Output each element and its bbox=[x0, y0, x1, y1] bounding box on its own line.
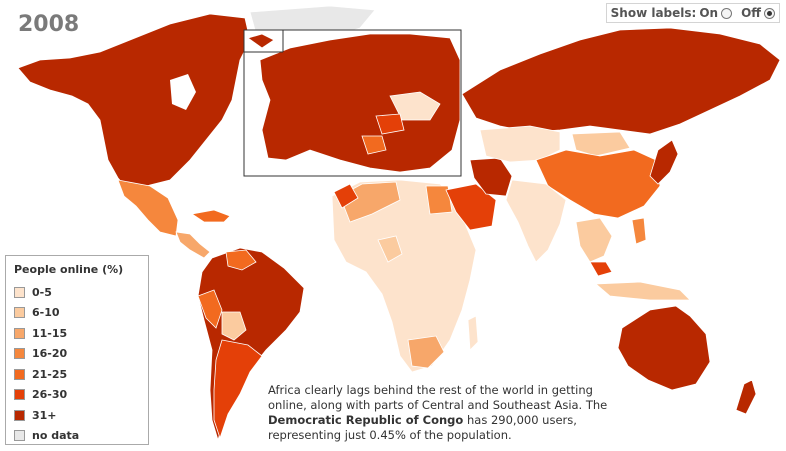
labels-off-radio[interactable] bbox=[764, 7, 775, 19]
legend-item: 21-25 bbox=[14, 364, 140, 385]
legend-title: People online (%) bbox=[14, 263, 124, 276]
region-indonesia[interactable] bbox=[594, 281, 691, 301]
region-southeast-asia[interactable] bbox=[575, 217, 613, 263]
legend-swatch bbox=[14, 307, 25, 319]
region-nigeria[interactable] bbox=[377, 235, 403, 263]
legend-label: 31+ bbox=[32, 408, 57, 422]
region-romania[interactable] bbox=[375, 113, 405, 135]
region-australia[interactable] bbox=[617, 305, 711, 391]
region-new-zealand[interactable] bbox=[735, 379, 757, 415]
legend: People online (%) 0-5 6-10 11-15 16-20 21-25… bbox=[5, 255, 149, 445]
labels-off-label: Off bbox=[741, 6, 761, 20]
region-morocco[interactable] bbox=[333, 183, 359, 209]
caption: Africa clearly lags behind the rest of t… bbox=[268, 383, 634, 443]
legend-item: 31+ bbox=[14, 405, 140, 426]
region-bolivia[interactable] bbox=[221, 311, 247, 341]
legend-item: 16-20 bbox=[14, 344, 140, 365]
legend-swatch bbox=[14, 389, 25, 401]
legend-item: 26-30 bbox=[14, 385, 140, 406]
region-philippines[interactable] bbox=[631, 217, 647, 245]
show-labels-toggle: Show labels: On Off bbox=[605, 3, 780, 23]
caption-highlight: Democratic Republic of Congo bbox=[268, 413, 464, 427]
legend-item: no data bbox=[14, 426, 140, 447]
show-labels-title: Show labels: bbox=[610, 6, 697, 20]
region-south-africa[interactable] bbox=[407, 335, 445, 369]
region-europe[interactable] bbox=[259, 33, 461, 173]
legend-swatch bbox=[14, 430, 25, 442]
labels-on-radio[interactable] bbox=[721, 7, 733, 19]
caption-text-end: has 290,000 users, representing just 0.4… bbox=[268, 413, 577, 442]
legend-swatch bbox=[14, 368, 25, 380]
legend-label: 16-20 bbox=[32, 347, 68, 361]
region-balkans[interactable] bbox=[361, 135, 387, 155]
legend-label: no data bbox=[32, 429, 80, 443]
region-peru[interactable] bbox=[197, 289, 223, 329]
caption-text-start: Africa clearly lags behind the rest of t… bbox=[268, 383, 608, 412]
legend-label: 26-30 bbox=[32, 388, 68, 402]
region-central-america[interactable] bbox=[175, 231, 211, 259]
region-africa[interactable] bbox=[331, 179, 477, 373]
region-hudson-bay bbox=[170, 74, 196, 110]
legend-swatch bbox=[14, 348, 25, 360]
labels-on-label: On bbox=[699, 6, 719, 20]
region-egypt[interactable] bbox=[425, 185, 453, 215]
region-argentina[interactable] bbox=[213, 339, 263, 440]
region-saudi-arabia[interactable] bbox=[445, 183, 497, 231]
region-japan[interactable] bbox=[649, 139, 679, 185]
region-caribbean[interactable] bbox=[190, 209, 231, 223]
legend-swatch bbox=[14, 409, 25, 421]
legend-item: 6-10 bbox=[14, 303, 140, 324]
region-mongolia[interactable] bbox=[571, 131, 631, 157]
region-madagascar[interactable] bbox=[467, 315, 479, 351]
legend-item: 11-15 bbox=[14, 323, 140, 344]
region-mexico[interactable] bbox=[117, 179, 179, 237]
legend-label: 11-15 bbox=[32, 326, 68, 340]
region-russia[interactable] bbox=[461, 27, 781, 135]
legend-label: 21-25 bbox=[32, 367, 68, 381]
region-venezuela[interactable] bbox=[225, 249, 257, 271]
region-north-america[interactable] bbox=[17, 13, 251, 193]
legend-label: 0-5 bbox=[32, 285, 52, 299]
region-malaysia[interactable] bbox=[589, 261, 613, 277]
legend-items: 0-5 6-10 11-15 16-20 21-25 26-30 31+ no data bbox=[14, 282, 140, 446]
year-title: 2008 bbox=[18, 12, 80, 37]
legend-item: 0-5 bbox=[14, 282, 140, 303]
region-china[interactable] bbox=[535, 149, 661, 219]
legend-swatch bbox=[14, 327, 25, 339]
legend-swatch bbox=[14, 286, 25, 298]
legend-label: 6-10 bbox=[32, 306, 60, 320]
region-iceland[interactable] bbox=[247, 33, 275, 49]
region-india[interactable] bbox=[505, 179, 567, 263]
